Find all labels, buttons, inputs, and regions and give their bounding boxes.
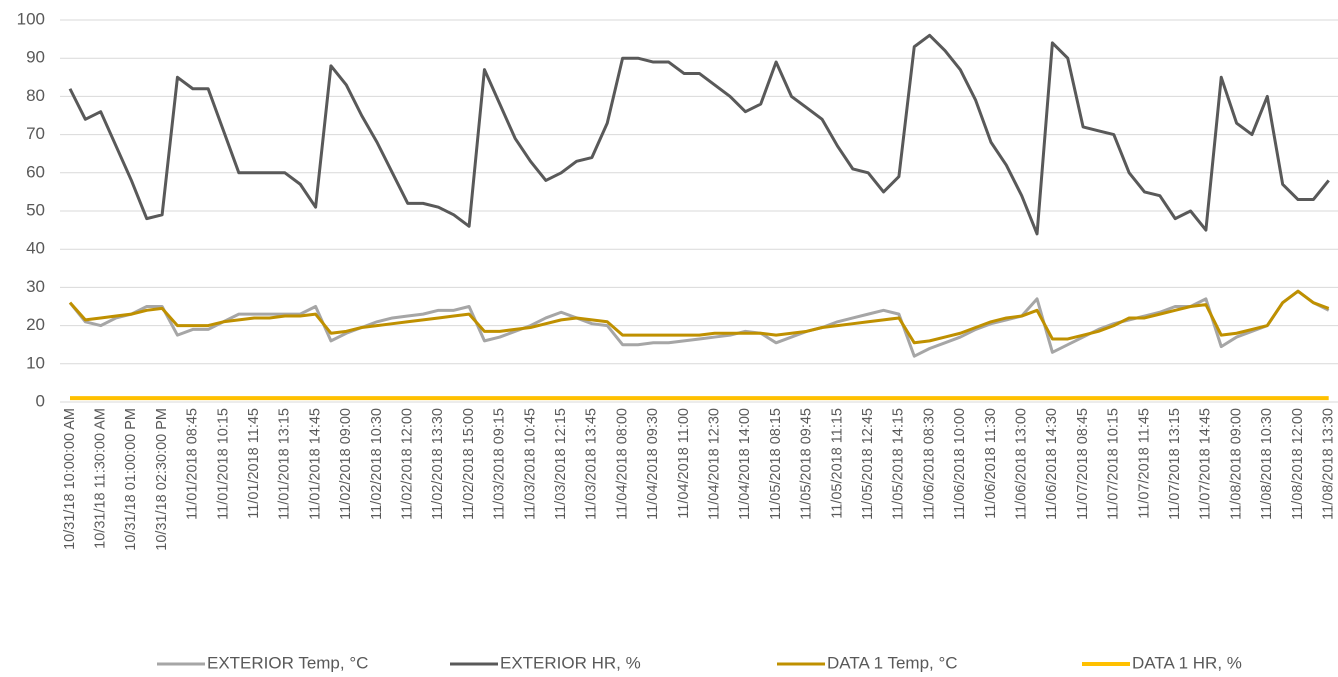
x-tick-label: 11/04/2018 09:30 [645, 408, 661, 520]
y-tick-label: 100 [17, 9, 45, 28]
x-tick-label: 11/03/2018 13:45 [584, 408, 600, 520]
x-tick-label: 11/01/2018 11:45 [246, 408, 262, 519]
x-tick-label: 11/06/2018 10:00 [952, 408, 968, 520]
x-tick-label: 11/08/2018 10:30 [1259, 408, 1275, 520]
x-tick-label: 11/07/2018 14:45 [1198, 408, 1214, 520]
x-tick-label: 11/01/2018 13:15 [277, 408, 293, 520]
x-tick-label: 11/05/2018 08:15 [768, 408, 784, 520]
y-tick-label: 40 [26, 239, 45, 258]
x-tick-label: 10/31/18 10:00:00 AM [62, 408, 78, 550]
x-tick-label: 11/05/2018 09:45 [799, 408, 815, 520]
y-tick-label: 0 [36, 391, 45, 410]
y-tick-label: 30 [26, 277, 45, 296]
y-tick-label: 70 [26, 124, 45, 143]
y-tick-label: 20 [26, 315, 45, 334]
x-tick-label: 11/02/2018 12:00 [400, 408, 416, 520]
x-tick-label: 11/08/2018 09:00 [1228, 408, 1244, 520]
x-tick-label: 11/08/2018 12:00 [1290, 408, 1306, 520]
x-tick-label: 11/02/2018 10:30 [369, 408, 385, 520]
x-tick-label: 11/02/2018 13:30 [430, 408, 446, 520]
x-tick-label: 11/01/2018 10:15 [215, 408, 231, 520]
y-tick-label: 50 [26, 200, 45, 219]
x-tick-label: 11/07/2018 11:45 [1136, 408, 1152, 519]
series-line [68, 33, 1330, 236]
x-tick-label: 10/31/18 01:00:00 PM [123, 408, 139, 551]
x-tick-label: 11/02/2018 09:00 [338, 408, 354, 520]
x-tick-label: 11/08/2018 13:30 [1321, 408, 1337, 520]
x-tick-label: 11/03/2018 09:15 [492, 408, 508, 520]
x-tick-label: 11/07/2018 13:15 [1167, 408, 1183, 520]
series-line [68, 289, 1330, 345]
legend-label: EXTERIOR Temp, °C [207, 653, 368, 672]
x-tick-label: 11/03/2018 10:45 [522, 408, 538, 520]
x-tick-label: 11/01/2018 08:45 [185, 408, 201, 520]
y-tick-label: 10 [26, 353, 45, 372]
x-tick-label: 11/06/2018 13:00 [1014, 408, 1030, 520]
x-tick-label: 11/01/2018 14:45 [307, 408, 323, 520]
x-tick-label: 11/07/2018 08:45 [1075, 408, 1091, 520]
y-tick-label: 80 [26, 86, 45, 105]
x-tick-label: 11/04/2018 12:30 [707, 408, 723, 520]
legend-label: DATA 1 HR, % [1132, 653, 1242, 672]
x-tick-label: 10/31/18 02:30:00 PM [154, 408, 170, 551]
x-tick-label: 11/05/2018 14:15 [891, 408, 907, 520]
y-tick-label: 60 [26, 162, 45, 181]
x-tick-label: 11/06/2018 08:30 [921, 408, 937, 520]
x-tick-label: 11/05/2018 11:15 [829, 408, 845, 519]
x-tick-label: 11/03/2018 12:15 [553, 408, 569, 520]
x-tick-label: 10/31/18 11:30:00 AM [93, 408, 109, 549]
x-tick-label: 11/04/2018 11:00 [676, 408, 692, 519]
series-line [68, 289, 1330, 358]
x-tick-label: 11/04/2018 08:00 [614, 408, 630, 520]
x-tick-label: 11/02/2018 15:00 [461, 408, 477, 520]
y-tick-label: 90 [26, 48, 45, 67]
x-tick-label: 11/04/2018 14:00 [737, 408, 753, 520]
x-tick-label: 11/05/2018 12:45 [860, 408, 876, 520]
x-tick-label: 11/06/2018 14:30 [1044, 408, 1060, 520]
legend-label: EXTERIOR HR, % [500, 653, 641, 672]
x-tick-label: 11/07/2018 10:15 [1106, 408, 1122, 520]
legend-label: DATA 1 Temp, °C [827, 653, 958, 672]
x-tick-label: 11/06/2018 11:30 [983, 408, 999, 519]
